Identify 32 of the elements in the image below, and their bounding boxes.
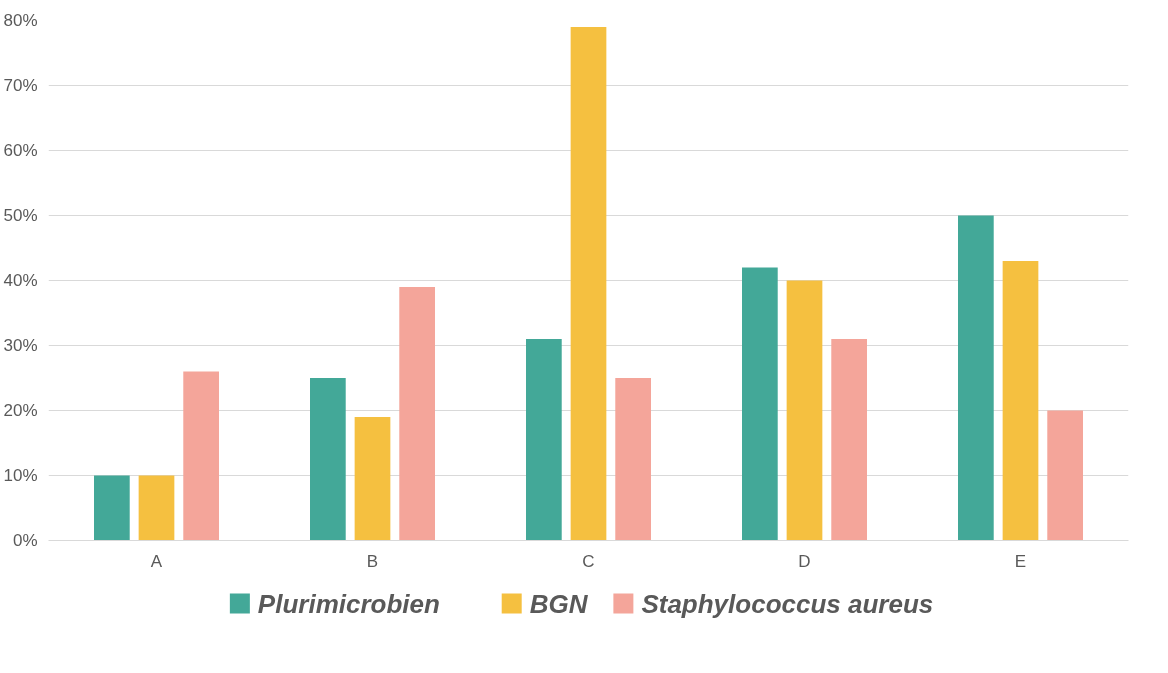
x-tick-label: A (150, 551, 163, 571)
bar (354, 417, 391, 541)
bar (1047, 410, 1083, 541)
bar (399, 287, 435, 541)
legend-label: Staphylococcus aureus (641, 588, 934, 619)
bar (138, 475, 175, 541)
bar (183, 371, 219, 541)
bar (310, 378, 346, 541)
x-tick-label: C (582, 551, 595, 571)
legend-label: Plurimicrobien (257, 588, 440, 619)
bar (742, 267, 778, 541)
y-tick-label: 50% (3, 206, 38, 225)
bar (615, 378, 651, 541)
bar (958, 215, 994, 541)
bar (526, 339, 562, 541)
y-tick-label: 70% (3, 76, 38, 95)
y-tick-label: 60% (3, 141, 38, 160)
x-tick-label: E (1014, 551, 1027, 571)
y-tick-label: 30% (3, 336, 38, 355)
y-tick-label: 20% (3, 401, 38, 420)
x-tick-label: B (366, 551, 379, 571)
bar (570, 27, 607, 541)
legend-label: BGN (529, 588, 589, 619)
y-tick-label: 80% (3, 11, 38, 30)
bar (831, 339, 867, 541)
bar (786, 280, 823, 541)
bar (94, 475, 130, 541)
bar (1002, 261, 1039, 541)
y-tick-label: 0% (12, 531, 38, 550)
x-tick-label: D (798, 551, 811, 571)
y-tick-label: 40% (3, 271, 38, 290)
y-tick-label: 10% (3, 466, 38, 485)
